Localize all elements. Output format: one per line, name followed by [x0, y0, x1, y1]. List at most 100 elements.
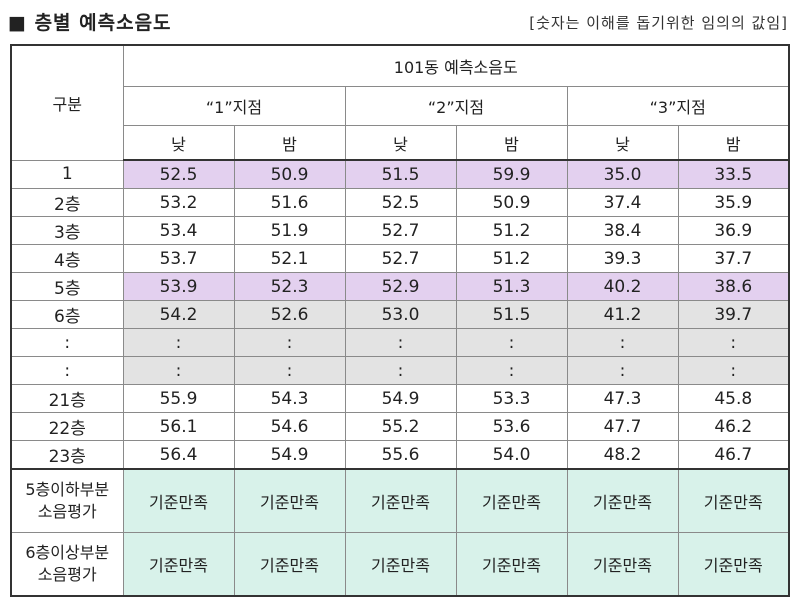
period-header: 낮 — [566, 125, 679, 161]
noise-value: 36.9 — [677, 216, 790, 245]
evaluation-result: 기준만족 — [455, 468, 568, 533]
noise-value: 53.4 — [122, 216, 235, 245]
noise-value: 55.2 — [344, 412, 457, 441]
evaluation-label: 5층이하부분 소음평가 — [10, 468, 124, 533]
floor-label: 4층 — [10, 244, 124, 273]
noise-value: : — [677, 328, 790, 357]
evaluation-label-line: 5층이하부분 — [25, 480, 110, 499]
table-row: 23층 56.4 54.9 55.6 54.0 48.2 46.7 — [10, 440, 790, 470]
table-row: 2층 53.2 51.6 52.5 50.9 37.4 35.9 — [10, 188, 790, 217]
noise-value: : — [344, 356, 457, 385]
floor-label: : — [10, 356, 124, 385]
page-title: ■ 층별 예측소음도 — [8, 12, 172, 34]
disclaimer-note: [숫자는 이해를 돕기위한 임의의 값임] — [529, 14, 788, 32]
floor-label: 21층 — [10, 384, 124, 413]
floor-label: 1 — [10, 159, 124, 189]
noise-value: 52.7 — [344, 244, 457, 273]
table-row: : : : : : : : — [10, 356, 790, 385]
header: ■ 층별 예측소음도 [숫자는 이해를 돕기위한 임의의 값임] — [8, 8, 792, 36]
evaluation-label-line: 소음평가 — [37, 565, 97, 584]
noise-value: 38.4 — [566, 216, 679, 245]
evaluation-label-line: 소음평가 — [37, 502, 97, 521]
noise-value: : — [455, 328, 568, 357]
table-row: 21층 55.9 54.3 54.9 53.3 47.3 45.8 — [10, 384, 790, 413]
noise-value: 35.9 — [677, 188, 790, 217]
noise-value: 52.9 — [344, 272, 457, 301]
evaluation-row: 5층이하부분 소음평가 기준만족 기준만족 기준만족 기준만족 기준만족 기준만… — [10, 468, 790, 533]
noise-value: 52.6 — [233, 300, 346, 329]
evaluation-result: 기준만족 — [455, 532, 568, 597]
noise-value: 51.2 — [455, 216, 568, 245]
noise-value: : — [122, 356, 235, 385]
noise-value: 59.9 — [455, 159, 568, 189]
noise-value: 51.3 — [455, 272, 568, 301]
building-header: 101동 예측소음도 — [122, 44, 790, 87]
noise-value: 52.3 — [233, 272, 346, 301]
noise-value: 51.5 — [344, 159, 457, 189]
noise-value: 51.5 — [455, 300, 568, 329]
noise-value: 39.3 — [566, 244, 679, 273]
row-header-label: 구분 — [10, 44, 124, 161]
noise-value: 56.4 — [122, 440, 235, 470]
period-header: 낮 — [344, 125, 457, 161]
noise-value: : — [122, 328, 235, 357]
noise-value: 39.7 — [677, 300, 790, 329]
noise-value: 56.1 — [122, 412, 235, 441]
table-row: 3층 53.4 51.9 52.7 51.2 38.4 36.9 — [10, 216, 790, 245]
evaluation-result: 기준만족 — [122, 468, 235, 533]
noise-value: 50.9 — [233, 159, 346, 189]
point-header: “2”지점 — [344, 86, 568, 126]
noise-value: 37.4 — [566, 188, 679, 217]
point-header: “3”지점 — [566, 86, 790, 126]
noise-value: 54.9 — [344, 384, 457, 413]
evaluation-result: 기준만족 — [344, 468, 457, 533]
noise-value: 46.2 — [677, 412, 790, 441]
table-row: 22층 56.1 54.6 55.2 53.6 47.7 46.2 — [10, 412, 790, 441]
noise-value: 52.5 — [122, 159, 235, 189]
noise-value: 51.2 — [455, 244, 568, 273]
floor-label: 23층 — [10, 440, 124, 470]
noise-value: : — [677, 356, 790, 385]
noise-value: 45.8 — [677, 384, 790, 413]
evaluation-result: 기준만족 — [566, 532, 679, 597]
noise-value: 47.7 — [566, 412, 679, 441]
floor-label: : — [10, 328, 124, 357]
noise-value: 53.6 — [455, 412, 568, 441]
period-header: 밤 — [233, 125, 346, 161]
noise-value: 37.7 — [677, 244, 790, 273]
table-row: 1 52.5 50.9 51.5 59.9 35.0 33.5 — [10, 159, 790, 189]
noise-value: 41.2 — [566, 300, 679, 329]
noise-value: : — [566, 356, 679, 385]
noise-value: 47.3 — [566, 384, 679, 413]
evaluation-label-line: 6층이상부분 — [25, 543, 110, 562]
noise-value: 54.6 — [233, 412, 346, 441]
noise-value: : — [233, 328, 346, 357]
floor-label: 2층 — [10, 188, 124, 217]
floor-label: 6층 — [10, 300, 124, 329]
noise-value: 33.5 — [677, 159, 790, 189]
noise-value: 53.9 — [122, 272, 235, 301]
noise-value: 53.3 — [455, 384, 568, 413]
noise-prediction-table: 구분 101동 예측소음도 “1”지점 “2”지점 “3”지점 낮 밤 낮 밤 … — [10, 44, 790, 597]
noise-value: 38.6 — [677, 272, 790, 301]
table-row: 6층 54.2 52.6 53.0 51.5 41.2 39.7 — [10, 300, 790, 329]
table-row: 5층 53.9 52.3 52.9 51.3 40.2 38.6 — [10, 272, 790, 301]
point-header: “1”지점 — [122, 86, 346, 126]
noise-value: 51.6 — [233, 188, 346, 217]
table-row: : : : : : : : — [10, 328, 790, 357]
noise-value: 40.2 — [566, 272, 679, 301]
noise-value: 54.2 — [122, 300, 235, 329]
period-header: 낮 — [122, 125, 235, 161]
evaluation-result: 기준만족 — [233, 468, 346, 533]
noise-value: 51.9 — [233, 216, 346, 245]
noise-value: : — [566, 328, 679, 357]
floor-label: 5층 — [10, 272, 124, 301]
noise-value: 55.9 — [122, 384, 235, 413]
noise-value: 55.6 — [344, 440, 457, 470]
evaluation-row: 6층이상부분 소음평가 기준만족 기준만족 기준만족 기준만족 기준만족 기준만… — [10, 532, 790, 597]
noise-value: 48.2 — [566, 440, 679, 470]
noise-value: 52.1 — [233, 244, 346, 273]
noise-value: 53.7 — [122, 244, 235, 273]
noise-value: 54.3 — [233, 384, 346, 413]
evaluation-result: 기준만족 — [122, 532, 235, 597]
